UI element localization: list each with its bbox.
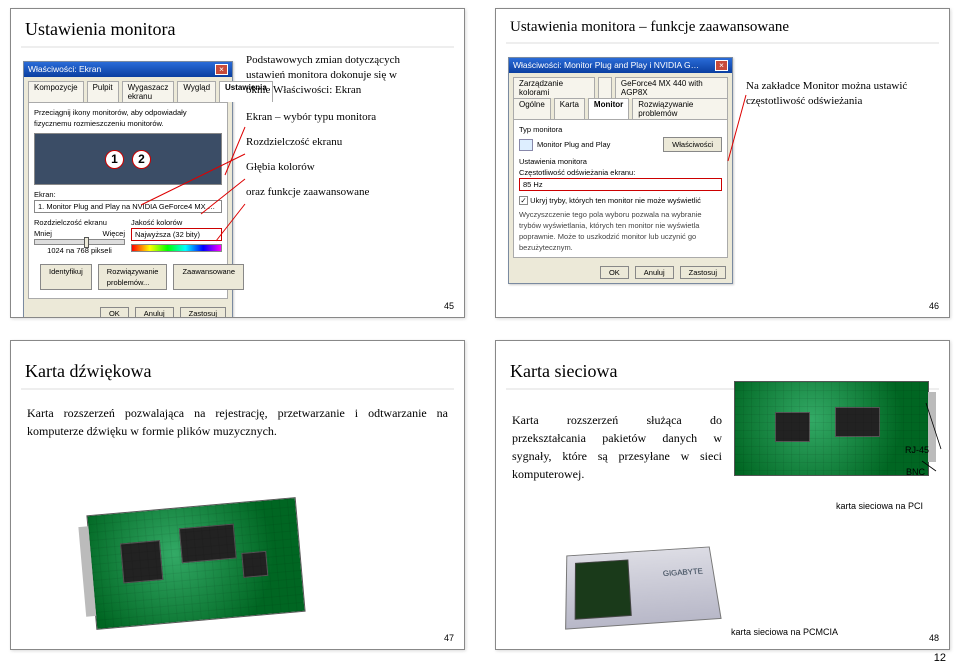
dialog-title: Właściwości: Monitor Plug and Play i NVI… [513,60,703,71]
rj45-label: RJ-45 [905,445,929,455]
slide-47: Karta dźwiękowa Karta rozszerzeń pozwala… [10,340,465,650]
troubleshoot-button[interactable]: Rozwiązywanie problemów... [98,264,168,290]
hide-modes-checkbox-label[interactable]: Ukryj tryby, których ten monitor nie moż… [530,196,701,205]
desc-line: Na zakładce Monitor można ustawić [746,79,941,94]
slide-number: 48 [929,633,939,643]
desc-line: oknie Właściwości: Ekran [246,83,451,98]
display-label: Ekran: [34,189,222,200]
title-divider [21,46,454,48]
dialog-titlebar: Właściwości: Monitor Plug and Play i NVI… [509,58,732,73]
apply-button[interactable]: Zastosuj [180,307,226,318]
pcmcia-card-image: GIGABYTE [565,547,722,630]
cancel-button[interactable]: Anuluj [635,266,674,279]
ok-button[interactable]: OK [100,307,129,318]
display-selector[interactable]: 1. Monitor Plug and Play na NVIDIA GeFor… [34,200,222,213]
ok-button[interactable]: OK [600,266,629,279]
title-divider [506,42,939,44]
desc-line: Podstawowych zmian dotyczących [246,53,451,68]
dialog-pane: Przeciągnij ikony monitorów, aby odpowia… [28,102,228,299]
slide-title: Ustawienia monitora [11,9,464,46]
monitor-advanced-dialog: Właściwości: Monitor Plug and Play i NVI… [508,57,733,284]
dialog-pane: Typ monitora Monitor Plug and Play Właśc… [513,119,728,258]
dialog-titlebar: Właściwości: Ekran × [24,62,232,77]
monitor-type-value: Monitor Plug and Play [537,139,610,150]
apply-button[interactable]: Zastosuj [680,266,726,279]
tab-screensaver[interactable]: Wygaszacz ekranu [122,81,175,102]
slide45-annotations: Podstawowych zmian dotyczących ustawień … [246,53,451,200]
dialog-title: Właściwości: Ekran [28,64,101,75]
monitor-circle-2: 2 [132,150,151,169]
slide-title: Ustawienia monitora – funkcje zaawansowa… [496,9,949,42]
refresh-rate-selector[interactable]: 85 Hz [519,178,722,191]
bnc-label: BNC [906,467,925,477]
close-icon[interactable]: × [215,64,228,75]
refresh-rate-label: Częstotliwość odświeżania ekranu: [519,167,722,178]
resolution-value: 1024 na 768 pikseli [34,245,125,256]
tab-monitor[interactable]: Monitor [588,98,629,119]
page-number: 12 [934,652,946,664]
refresh-warning: Wyczyszczenie tego pola wyboru pozwala n… [519,209,722,253]
monitor-arrangement-preview[interactable]: 1 2 [34,133,222,185]
slide46-annotations: Na zakładce Monitor można ustawić często… [746,79,941,109]
resolution-min: Mniej [34,228,52,239]
tab-appearance[interactable]: Wygląd [177,81,216,102]
color-quality-label: Jakość kolorów [131,217,222,228]
tab-card[interactable]: Karta [554,98,585,119]
title-divider [21,388,454,390]
advanced-button[interactable]: Zaawansowane [173,264,244,290]
annot-display: Ekran – wybór typu monitora [246,110,451,125]
display-properties-dialog: Właściwości: Ekran × Kompozycje Pulpit W… [23,61,233,318]
slide-number: 46 [929,301,939,311]
tab-general[interactable]: Ogólne [513,98,551,119]
close-icon[interactable]: × [715,60,728,71]
desc-line: ustawień monitora dokonuje się w [246,68,451,83]
annot-color: Głębia kolorów [246,160,451,175]
slide-46: Ustawienia monitora – funkcje zaawansowa… [495,8,950,318]
resolution-max: Więcej [102,228,125,239]
slider-thumb[interactable] [84,237,89,248]
dialog-tabs-row1: Zarządzanie kolorami GeForce4 MX 440 wit… [509,73,732,98]
identify-button[interactable]: Identyfikuj [40,264,92,290]
slide-45: Ustawienia monitora Właściwości: Ekran ×… [10,8,465,318]
pcmcia-card-caption: karta sieciowa na PCMCIA [731,627,838,637]
annot-resolution: Rozdzielczość ekranu [246,135,451,150]
slide48-body: Karta rozszerzeń służąca do przekształca… [512,411,722,483]
slide-number: 45 [444,301,454,311]
tab-themes[interactable]: Kompozycje [28,81,84,102]
pci-network-card-image [734,381,929,476]
slide-title: Karta dźwiękowa [11,341,464,388]
sound-card-image [86,497,305,630]
slide-number: 47 [444,633,454,643]
tab-desktop[interactable]: Pulpit [87,81,119,102]
tab-blank[interactable] [598,77,612,98]
resolution-slider[interactable] [34,239,125,245]
monitor-properties-button[interactable]: Właściwości [663,137,722,152]
monitor-type-label: Typ monitora [519,124,722,135]
color-quality-selector[interactable]: Najwyższa (32 bity) [131,228,222,241]
tab-gpu[interactable]: GeForce4 MX 440 with AGP8X [615,77,728,98]
resolution-label: Rozdzielczość ekranu [34,217,125,228]
monitor-icon [519,139,533,151]
annot-advanced: oraz funkcje zaawansowane [246,185,451,200]
dialog-tabs: Kompozycje Pulpit Wygaszacz ekranu Wyglą… [24,77,232,102]
color-preview-bar [131,244,222,252]
dialog-hint: Przeciągnij ikony monitorów, aby odpowia… [34,107,222,129]
tab-troubleshoot[interactable]: Rozwiązywanie problemów [632,98,728,119]
tab-colormgmt[interactable]: Zarządzanie kolorami [513,77,595,98]
monitor-settings-label: Ustawienia monitora [519,156,722,167]
dialog-tabs-row2: Ogólne Karta Monitor Rozwiązywanie probl… [509,98,732,119]
cancel-button[interactable]: Anuluj [135,307,174,318]
slide47-body: Karta rozszerzeń pozwalająca na rejestra… [11,398,464,446]
slide-48: Karta sieciowa Karta rozszerzeń służąca … [495,340,950,650]
desc-line: częstotliwość odświeżania [746,94,941,109]
pci-card-caption: karta sieciowa na PCI [836,501,923,511]
monitor-circle-1: 1 [105,150,124,169]
